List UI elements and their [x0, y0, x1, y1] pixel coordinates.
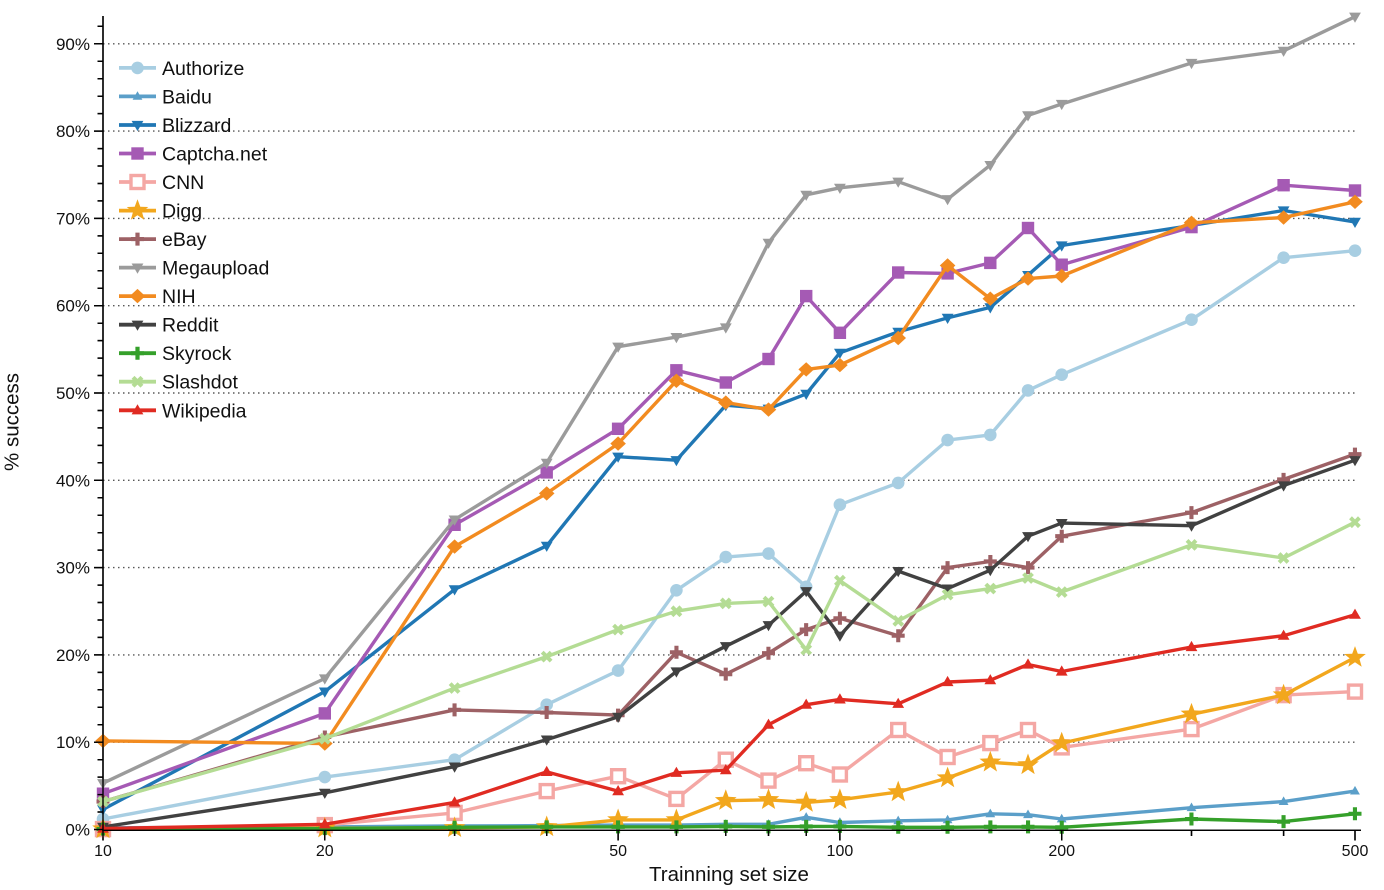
- svg-text:Blizzard: Blizzard: [162, 115, 231, 137]
- svg-text:Skyrock: Skyrock: [162, 343, 232, 365]
- svg-text:Wikipedia: Wikipedia: [162, 400, 247, 422]
- svg-text:Megaupload: Megaupload: [162, 258, 269, 280]
- svg-text:80%: 80%: [56, 122, 90, 141]
- svg-text:Authorize: Authorize: [162, 58, 244, 80]
- svg-text:50%: 50%: [56, 384, 90, 403]
- svg-text:Reddit: Reddit: [162, 315, 219, 337]
- svg-text:40%: 40%: [56, 471, 90, 490]
- svg-text:70%: 70%: [56, 209, 90, 228]
- svg-text:500: 500: [1342, 843, 1369, 860]
- svg-text:% success: % success: [1, 373, 24, 471]
- svg-text:Trainning set size: Trainning set size: [649, 863, 809, 886]
- svg-text:Digg: Digg: [162, 201, 202, 223]
- svg-text:30%: 30%: [56, 559, 90, 578]
- svg-text:Slashdot: Slashdot: [162, 372, 238, 394]
- svg-text:60%: 60%: [56, 297, 90, 316]
- svg-text:10%: 10%: [56, 733, 90, 752]
- svg-text:NIH: NIH: [162, 286, 196, 308]
- svg-text:10: 10: [94, 843, 112, 860]
- svg-text:0%: 0%: [65, 821, 90, 840]
- svg-text:20: 20: [316, 843, 334, 860]
- svg-text:Captcha.net: Captcha.net: [162, 144, 268, 166]
- svg-text:50: 50: [609, 843, 627, 860]
- svg-text:CNN: CNN: [162, 172, 204, 194]
- svg-text:90%: 90%: [56, 35, 90, 54]
- svg-text:eBay: eBay: [162, 229, 207, 251]
- svg-text:Baidu: Baidu: [162, 86, 212, 108]
- svg-text:100: 100: [827, 843, 854, 860]
- svg-text:20%: 20%: [56, 646, 90, 665]
- svg-text:200: 200: [1048, 843, 1075, 860]
